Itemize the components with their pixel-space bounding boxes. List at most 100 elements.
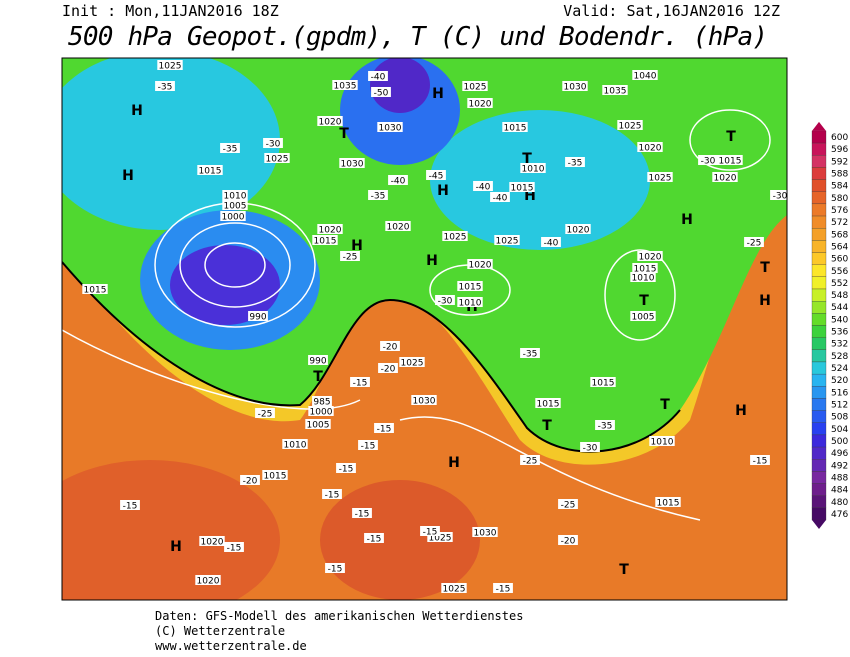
colorbar-cell	[811, 507, 827, 521]
colorbar-label: 600	[831, 133, 848, 143]
map-area: HHTHHTHTHHHHTTHTTHHTTH102510351030102010…	[61, 57, 788, 601]
label-box	[374, 423, 394, 433]
colorbar-cell	[811, 264, 827, 277]
colorbar-label: 512	[831, 401, 848, 411]
isobar-label: 1010	[651, 438, 674, 448]
label-box	[305, 419, 331, 429]
temperature-label: -15	[328, 565, 343, 575]
colorbar-label: 524	[831, 364, 848, 374]
label-box	[264, 153, 290, 163]
label-box	[312, 396, 332, 406]
temperature-label: -40	[493, 194, 508, 204]
isobar-label: 1030	[564, 83, 587, 93]
colorbar-label: 580	[831, 194, 848, 204]
temperature-label: -15	[753, 457, 768, 467]
label-box	[352, 508, 372, 518]
label-box	[371, 87, 391, 97]
isobar-label: 1030	[474, 529, 497, 539]
colorbar-cell	[811, 252, 827, 265]
label-box	[637, 142, 663, 152]
colorbar: 600 596 592 588 584 580 576 572 568 564 560 556 552 5…	[811, 121, 848, 530]
isobar-label: 985	[313, 398, 330, 408]
label-box	[442, 231, 468, 241]
label-box	[712, 172, 738, 182]
isobar-label: 1015	[657, 499, 680, 509]
label-box	[630, 311, 656, 321]
label-box	[493, 583, 513, 593]
isobar-label: 1010	[522, 165, 545, 175]
label-box	[224, 542, 244, 552]
colorbar-cell	[811, 240, 827, 253]
isobar-label: 1025	[401, 359, 424, 369]
isobar-label: 1025	[496, 237, 519, 247]
label-box	[155, 81, 175, 91]
label-box	[717, 155, 743, 165]
label-box	[457, 297, 483, 307]
label-box	[490, 192, 510, 202]
temperature-label: -15	[339, 465, 354, 475]
label-box	[317, 224, 343, 234]
label-box	[649, 436, 675, 446]
label-box	[590, 377, 616, 387]
colorbar-label: 560	[831, 255, 848, 265]
colorbar-label: 596	[831, 145, 848, 155]
pressure-center: H	[122, 168, 134, 184]
footer-line: (C) Wetterzentrale	[155, 624, 285, 638]
temperature-label: -20	[561, 537, 576, 547]
temperature-label: -35	[371, 192, 386, 202]
pressure-center: H	[759, 293, 771, 309]
label-box	[411, 395, 437, 405]
pressure-center: H	[351, 238, 363, 254]
label-box	[647, 172, 673, 182]
temperature-label: -35	[223, 145, 238, 155]
label-box	[368, 190, 388, 200]
colorbar-cell	[811, 349, 827, 363]
label-box	[441, 583, 467, 593]
temperature-label: -30	[773, 192, 788, 202]
colorbar-label: 508	[831, 413, 848, 423]
label-box	[339, 158, 365, 168]
label-box	[558, 499, 578, 509]
label-box	[368, 71, 388, 81]
label-box	[317, 116, 343, 126]
isobar-label: 1020	[201, 538, 224, 548]
isobar-label: 990	[249, 313, 266, 323]
colorbar-cell	[811, 203, 827, 217]
colorbar-label: 564	[831, 242, 848, 252]
pressure-center: T	[619, 562, 629, 578]
temperature-label: -20	[243, 477, 258, 487]
label-box	[195, 575, 221, 585]
label-box	[199, 536, 225, 546]
isobar-label: 1025	[443, 585, 466, 595]
colorbar-label: 592	[831, 157, 848, 167]
label-box	[312, 235, 338, 245]
pressure-center: H	[131, 103, 143, 119]
valid-time: Valid: Sat,16JAN2016 12Z	[563, 2, 780, 20]
colorbar-cell	[811, 288, 827, 302]
pressure-center: H	[448, 455, 460, 471]
pressure-center: H	[735, 403, 747, 419]
isobar-label: 1020	[714, 174, 737, 184]
pressure-center: T	[639, 293, 649, 309]
temperature-label: -15	[496, 585, 511, 595]
pressure-center: H	[437, 183, 449, 199]
isobar-label: 1020	[319, 226, 342, 236]
label-box	[308, 355, 328, 365]
label-box	[750, 455, 770, 465]
label-box	[322, 489, 342, 499]
isobar-label: 1020	[639, 253, 662, 263]
temperature-label: -30	[583, 444, 598, 454]
label-box	[120, 500, 140, 510]
temperature-label: -20	[383, 343, 398, 353]
pressure-center: H	[524, 188, 536, 204]
colorbar-cell	[811, 228, 827, 241]
label-box	[358, 440, 378, 450]
pressure-center: H	[170, 539, 182, 555]
temperature-label: -35	[523, 350, 538, 360]
isobar-label: 1025	[159, 62, 182, 72]
isobar-label: 1030	[341, 160, 364, 170]
isobar-label: 1020	[639, 144, 662, 154]
isobar-label: 1030	[379, 124, 402, 134]
pressure-center: T	[760, 260, 770, 276]
